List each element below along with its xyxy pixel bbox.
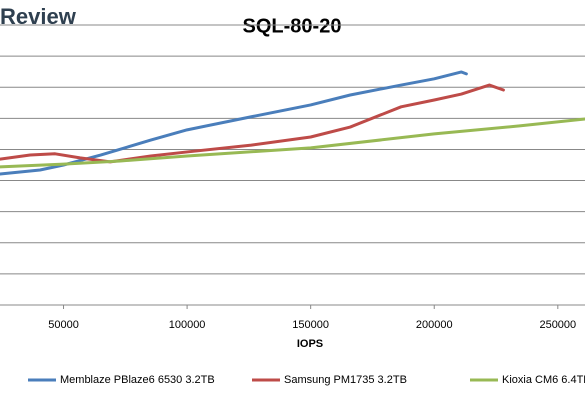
x-tick-label: 200000 — [416, 319, 453, 331]
x-tick-label: 150000 — [292, 319, 329, 331]
x-axis-label: IOPS — [297, 338, 323, 350]
line-series — [0, 117, 585, 169]
x-tick-label: 100000 — [169, 319, 206, 331]
x-tick-label: 250000 — [539, 319, 576, 331]
chart-title: SQL-80-20 — [243, 15, 342, 37]
x-tick-label: 50000 — [48, 319, 79, 331]
line-series — [0, 83, 505, 164]
legend-label: Samsung PM1735 3.2TB — [284, 374, 407, 386]
legend-label: Kioxia CM6 6.4TB — [502, 374, 585, 386]
legend-label: Memblaze PBlaze6 6530 3.2TB — [60, 374, 215, 386]
